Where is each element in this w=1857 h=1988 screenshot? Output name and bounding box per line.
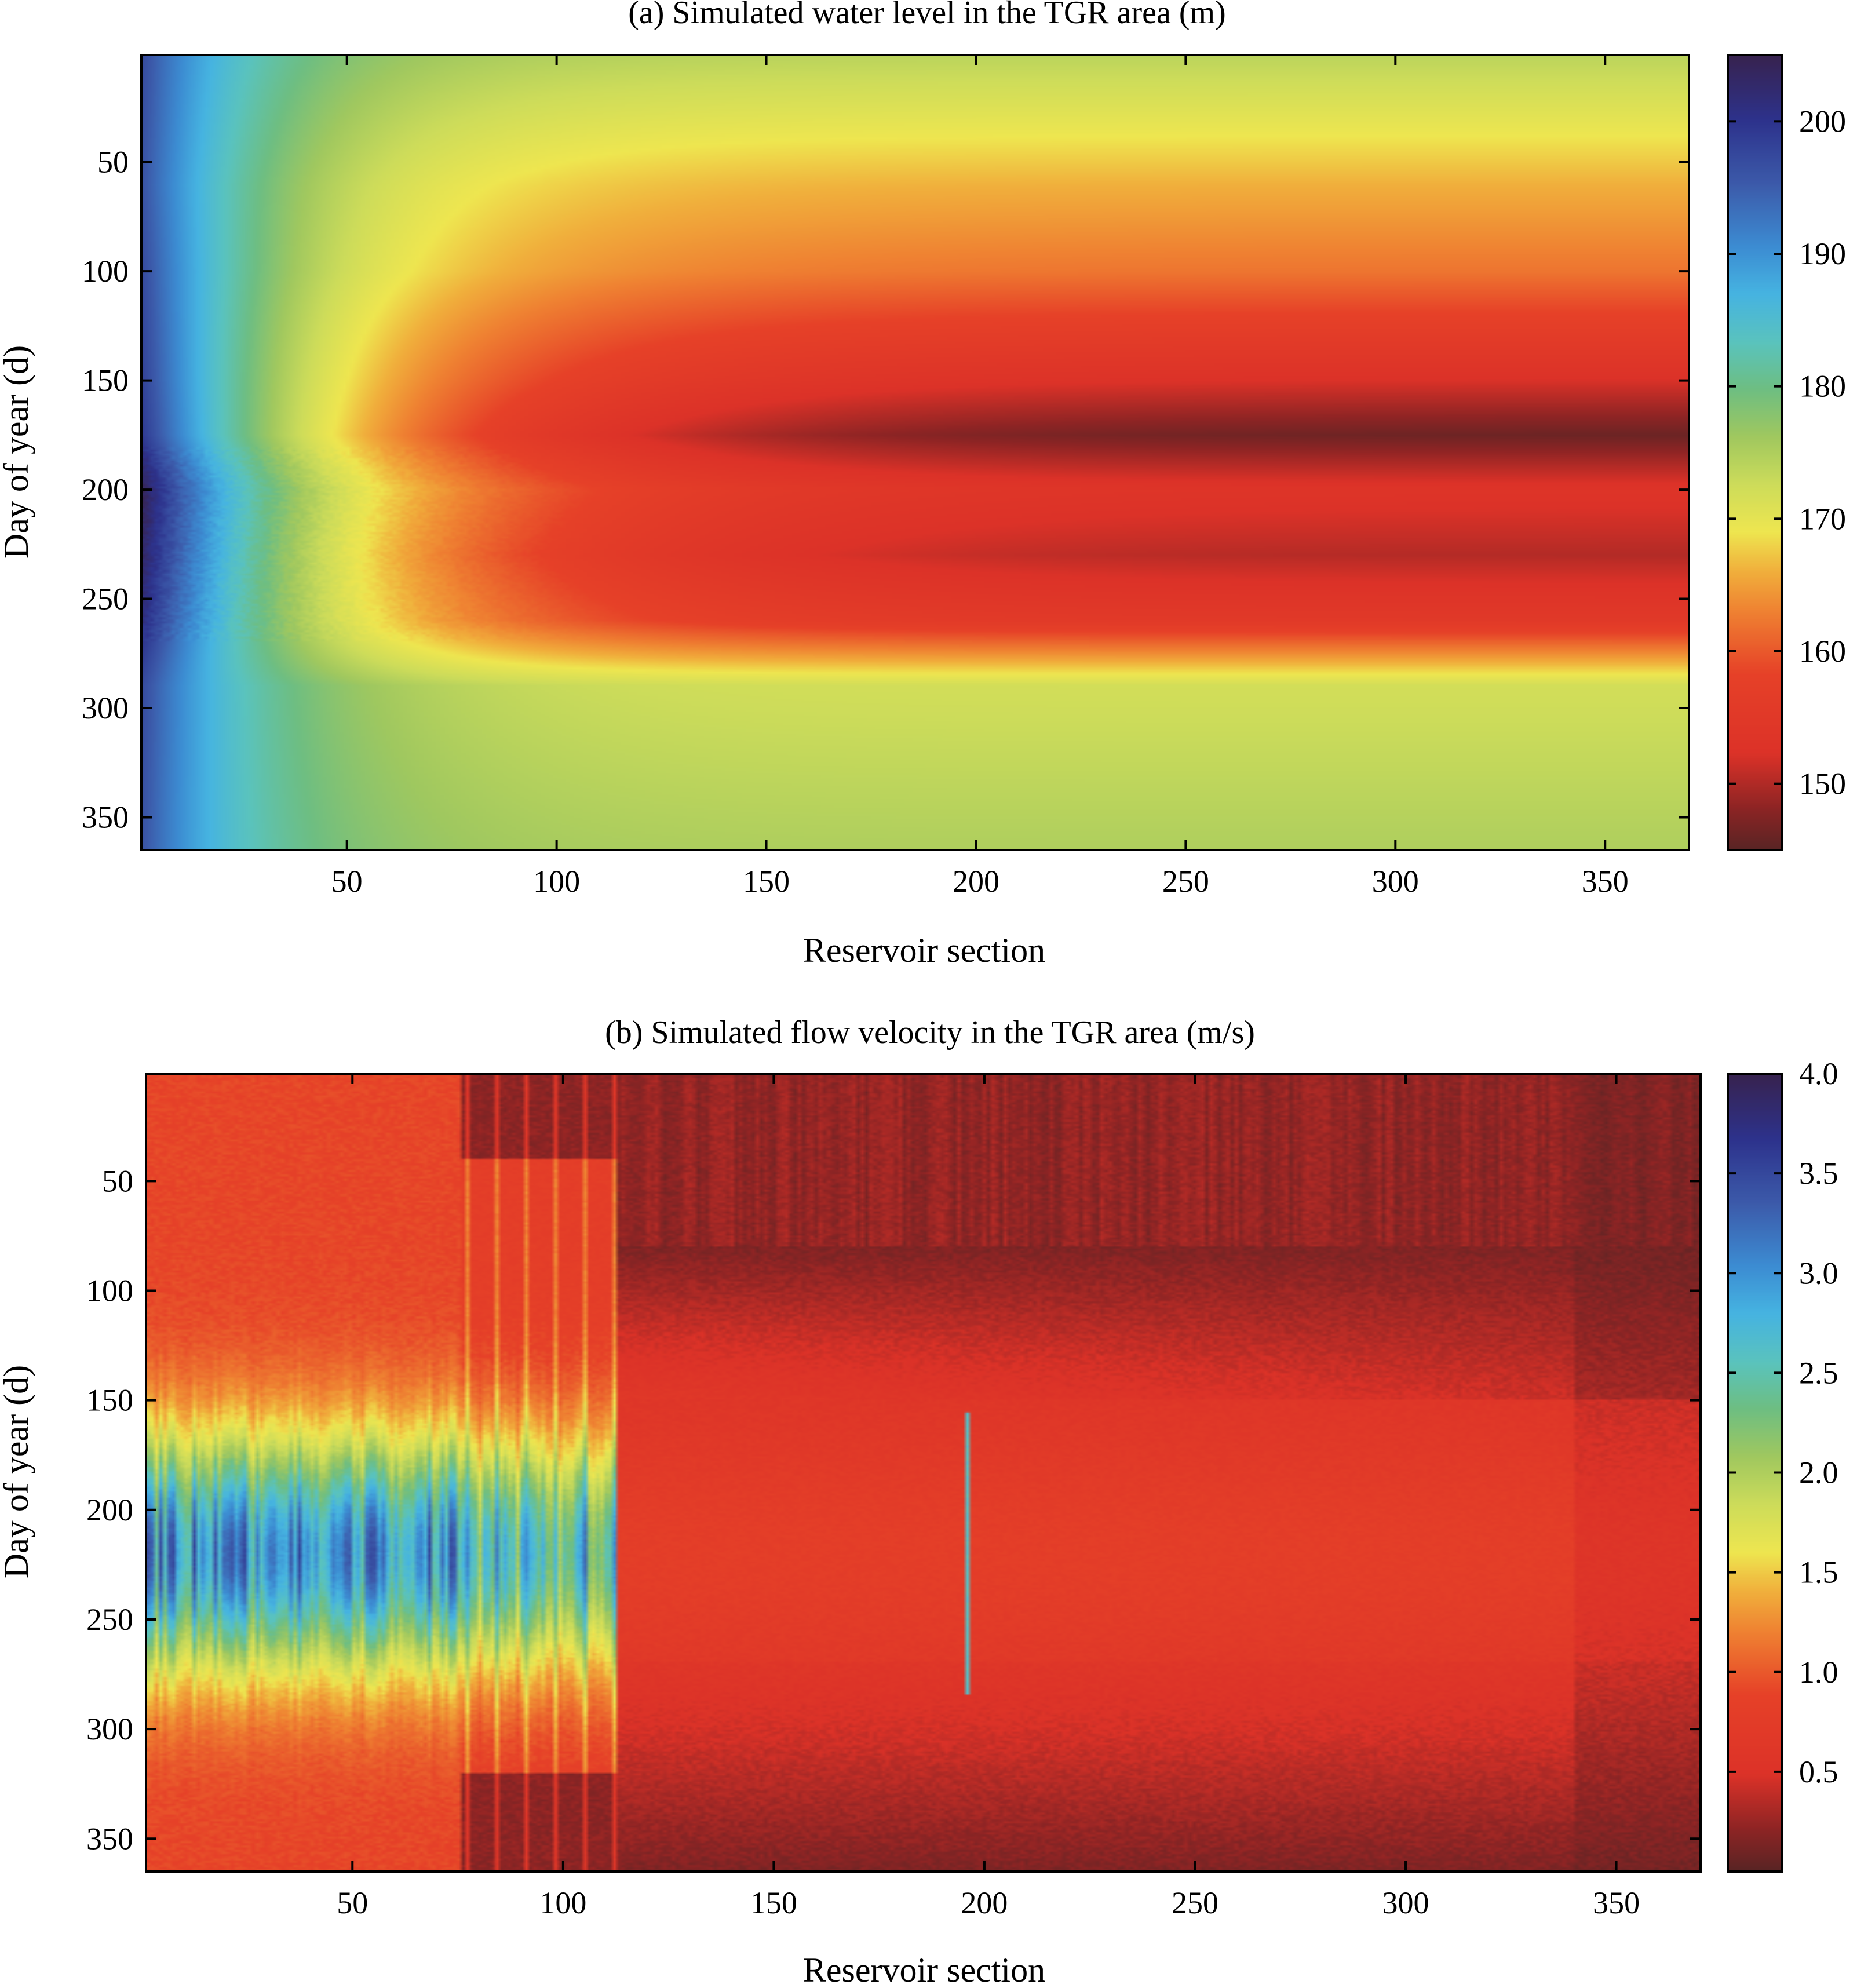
panel-b-heatmap [146,1074,1701,1872]
panel-a-x-tick-label: 200 [953,864,999,899]
panel-a-x-tick-label: 250 [1162,864,1209,899]
panel-a-colorbar-tick-label: 160 [1799,634,1846,669]
panel-a-title: (a) Simulated water level in the TGR are… [628,0,1225,31]
panel-b-y-tick-label: 150 [86,1383,133,1418]
panel-b-x-tick-label: 200 [961,1885,1008,1920]
panel-b-plot: 50 100 150 200 250 300 350 50 100 150 200 250 300 35… [86,1073,1702,1920]
panel-b-y-tick-label: 300 [86,1712,133,1746]
panel-b-colorbar-tick-label: 3.0 [1799,1256,1838,1290]
panel-b-y-tick-label: 350 [86,1821,133,1856]
panel-a-colorbar-tick-label: 170 [1799,501,1846,536]
panel-b-colorbar-tick-label: 2.0 [1799,1456,1838,1490]
panel-a-colorbar-tick-label: 150 [1799,767,1846,801]
panel-a-frame [140,54,1690,851]
panel-a-xlabel: Reservoir section [803,931,1045,969]
panel-b-y-tick-label: 250 [86,1602,133,1637]
panel-a-y-tick-label: 100 [82,254,129,289]
panel-a-colorbar-tick-label: 200 [1799,104,1846,138]
panel-b-frame [145,1073,1702,1873]
panel-b-colorbar-ticks: 0.5 1.0 1.5 2.0 2.5 3.0 3.5 4.0 [1728,1056,1838,1789]
panel-a-colorbar-gradient [1728,55,1782,850]
panel-b-x-tick-label: 50 [337,1885,368,1920]
panel-b-x-tick-label: 300 [1382,1885,1429,1920]
panel-a-x-tick-label: 350 [1582,864,1629,899]
panel-b-xlabel: Reservoir section [803,1951,1045,1988]
panel-a-y-tick-label: 150 [82,363,129,398]
panel-a-y-ticks: 50 100 150 200 250 300 350 [82,145,1689,834]
panel-b-colorbar-tick-label: 0.5 [1799,1754,1838,1789]
panel-b-colorbar-tick-label: 2.5 [1799,1355,1838,1390]
panel-a-x-tick-label: 300 [1372,864,1419,899]
panel-a-y-tick-label: 350 [82,800,129,834]
panel-a-x-tick-label: 50 [331,864,363,899]
panel-b-y-tick-label: 200 [86,1493,133,1527]
panel-a-y-tick-label: 50 [97,145,129,180]
panel-a-y-tick-label: 250 [82,582,129,617]
panel-a-colorbar-ticks: 150 160 170 180 190 200 [1728,104,1846,801]
panel-a-colorbar-frame [1727,54,1783,851]
panel-b-colorbar: 0.5 1.0 1.5 2.0 2.5 3.0 3.5 4.0 [1727,1056,1838,1873]
panel-a-x-tick-label: 150 [743,864,790,899]
panel-b-ylabel: Day of year (d) [0,1365,35,1578]
panel-b-x-ticks: 50 100 150 200 250 300 350 [337,1074,1640,1920]
panel-a-colorbar: 150 160 170 180 190 200 [1727,54,1846,851]
panel-a-heatmap [141,55,1689,850]
panel-b-y-tick-label: 100 [86,1274,133,1308]
panel-b-x-tick-label: 150 [750,1885,797,1920]
panel-a-y-tick-label: 200 [82,472,129,507]
panel-b-y-tick-label: 50 [102,1163,133,1198]
panel-a-y-tick-label: 300 [82,691,129,725]
panel-b-x-tick-label: 250 [1172,1885,1218,1920]
panel-a-ylabel: Day of year (d) [0,345,35,559]
panel-a-colorbar-tick-label: 190 [1799,236,1846,271]
panel-a-colorbar-tick-label: 180 [1799,369,1846,404]
panel-b-x-tick-label: 100 [539,1885,586,1920]
panel-b-y-ticks: 50 100 150 200 250 300 350 [86,1163,1701,1856]
panel-b-colorbar-tick-label: 1.5 [1799,1555,1838,1590]
panel-a-x-tick-label: 100 [533,864,580,899]
panel-b-colorbar-tick-label: 1.0 [1799,1655,1838,1690]
panel-b-x-tick-label: 350 [1593,1885,1640,1920]
panel-b-title: (b) Simulated flow velocity in the TGR a… [605,1015,1255,1050]
panel-a-x-ticks: 50 100 150 200 250 300 350 [331,55,1629,899]
panel-b-colorbar-gradient [1728,1074,1782,1872]
panel-b-colorbar-tick-label: 4.0 [1799,1056,1838,1091]
panel-b-colorbar-tick-label: 3.5 [1799,1156,1838,1191]
panel-a-plot: 50 100 150 200 250 300 350 50 100 150 200 250 300 35… [82,54,1690,899]
